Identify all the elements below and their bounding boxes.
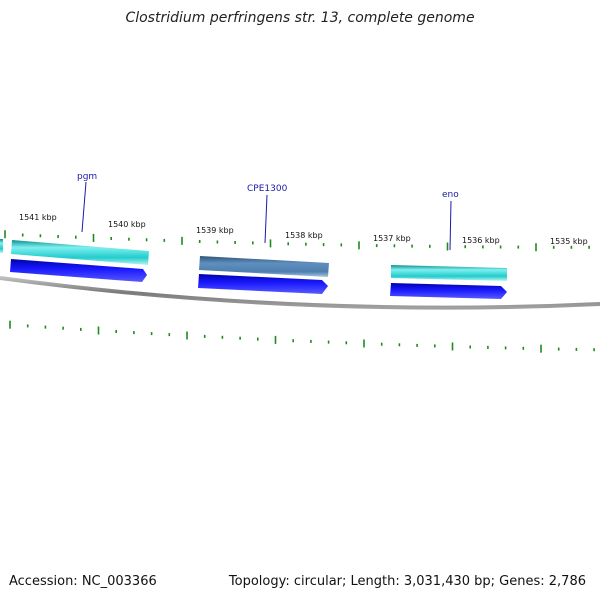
genome-summary: Topology: circular; Length: 3,031,430 bp… xyxy=(228,574,586,589)
gene-eno-bar xyxy=(391,265,507,281)
gene-cpe1300-label-line xyxy=(264,194,268,244)
gene-pgm-bar xyxy=(11,240,149,265)
gene-eno-label-line xyxy=(449,200,452,251)
gene-eno-label: eno xyxy=(442,190,459,200)
ruler-ticks-inner xyxy=(9,320,595,353)
ruler-ticks-outer xyxy=(4,230,590,252)
ruler-label-1540: 1540 kbp xyxy=(108,220,146,229)
genome-backbone xyxy=(0,276,600,310)
cds-pgm[interactable] xyxy=(10,259,147,282)
gene-pgm-label: pgm xyxy=(77,172,97,182)
ruler-label-1541: 1541 kbp xyxy=(19,213,57,222)
ruler-label-1539: 1539 kbp xyxy=(196,226,234,235)
gene-pgm[interactable]: pgm xyxy=(11,172,149,265)
cds-eno[interactable] xyxy=(390,283,507,299)
map-title: Clostridium perfringens str. 13, complet… xyxy=(125,10,475,26)
ruler-label-1536: 1536 kbp xyxy=(462,236,500,245)
gene-cpe1300-bar xyxy=(199,256,329,277)
ruler-label-1537: 1537 kbp xyxy=(373,234,411,243)
gene-pgm-label-line xyxy=(81,181,87,233)
gene-cpe1300[interactable]: CPE1300 xyxy=(199,184,329,277)
accession-text: Accession: NC_003366 xyxy=(9,574,157,589)
gene-eno[interactable]: eno xyxy=(391,190,507,281)
ruler-label-1538: 1538 kbp xyxy=(285,231,323,240)
ruler-label-1535: 1535 kbp xyxy=(550,237,588,246)
feature-edge-left xyxy=(0,239,3,253)
gene-cpe1300-label: CPE1300 xyxy=(247,184,288,194)
cds-cpe1300[interactable] xyxy=(198,274,328,294)
